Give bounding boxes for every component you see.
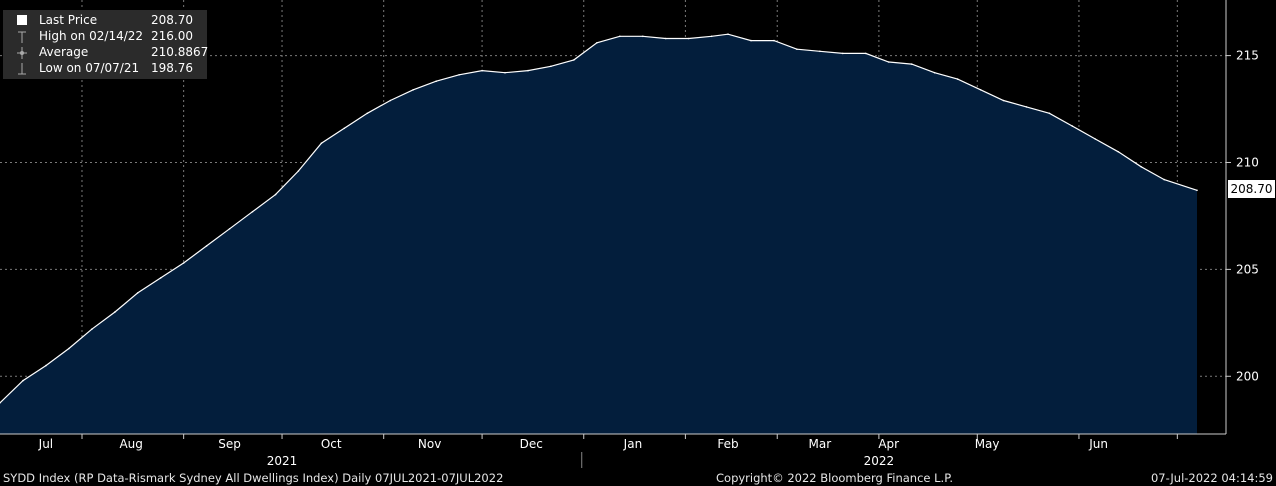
- data-point: [481, 69, 483, 72]
- data-point: [1071, 125, 1074, 127]
- axes: 200 205 210 215 Jul Aug Sep Oct Nov Dec Jan Feb Mar A…: [0, 0, 1259, 468]
- x-tick-label: Jan: [623, 437, 643, 451]
- data-point: [1048, 112, 1051, 115]
- x-tick-label: Jul: [38, 437, 53, 451]
- data-point: [1025, 106, 1028, 108]
- data-point: [412, 89, 415, 91]
- data-point: [228, 228, 231, 230]
- legend-value: 198.76: [151, 61, 193, 75]
- year-label: 2022: [864, 454, 895, 468]
- data-point: [68, 347, 70, 350]
- legend-item-last-price: Last Price 208.70: [11, 12, 203, 28]
- data-point: [0, 402, 1, 404]
- data-point: [1196, 189, 1198, 192]
- data-point: [458, 74, 460, 76]
- data-point: [642, 35, 644, 38]
- data-point: [933, 71, 936, 74]
- data-point: [819, 50, 821, 53]
- x-tick-label: Oct: [321, 437, 342, 451]
- y-tick-label: 200: [1236, 369, 1259, 383]
- data-point: [710, 35, 713, 38]
- data-point: [727, 33, 729, 35]
- legend-value: 208.70: [151, 13, 193, 27]
- price-area: [0, 34, 1197, 434]
- data-point: [91, 328, 93, 331]
- average-marker-icon: [17, 47, 27, 59]
- data-point: [366, 112, 369, 115]
- x-tick-label: Mar: [809, 437, 832, 451]
- legend-item-low: Low on 07/07/21 198.76: [11, 60, 203, 76]
- x-tick-label: Dec: [520, 437, 543, 451]
- legend-label: High on 02/14/22: [39, 29, 144, 43]
- x-tick-label: May: [975, 437, 1000, 451]
- x-tick-label: Aug: [119, 437, 142, 451]
- data-point: [205, 245, 208, 247]
- data-point: [343, 127, 346, 130]
- data-point: [550, 65, 552, 68]
- legend-item-high: High on 02/14/22 216.00: [11, 28, 203, 44]
- data-point: [619, 35, 621, 38]
- footer-copyright: Copyright© 2022 Bloomberg Finance L.P.: [716, 471, 953, 485]
- data-point: [1117, 151, 1120, 153]
- legend-value: 216.00: [151, 29, 193, 43]
- data-point: [45, 364, 47, 367]
- data-point: [687, 37, 690, 40]
- data-point: [842, 52, 844, 55]
- data-point: [865, 52, 867, 55]
- data-point: [664, 37, 667, 40]
- year-label: 2021: [267, 454, 298, 468]
- legend-value: 210.8867: [151, 45, 209, 59]
- data-point: [1002, 99, 1005, 102]
- footer-timestamp: 07-Jul-2022 04:14:59: [1150, 471, 1273, 485]
- legend-label: Low on 07/07/21: [39, 61, 140, 75]
- data-point: [182, 262, 185, 264]
- high-marker-icon: [17, 31, 27, 43]
- x-tick-label: Jun: [1088, 437, 1108, 451]
- data-point: [22, 379, 24, 382]
- data-point: [114, 311, 116, 313]
- data-point: [159, 277, 162, 279]
- data-point: [887, 61, 890, 63]
- data-point: [527, 69, 529, 72]
- data-point: [251, 210, 254, 213]
- last-price-badge: 208.70: [1228, 180, 1275, 198]
- low-marker-icon: [17, 63, 27, 75]
- data-point: [596, 42, 598, 44]
- legend-label: Last Price: [39, 13, 98, 27]
- x-tick-label: Sep: [218, 437, 241, 451]
- legend-label: Average: [39, 45, 89, 59]
- legend-item-average: Average 210.8867: [11, 44, 208, 60]
- square-swatch-icon: [17, 15, 27, 25]
- data-point: [979, 89, 982, 91]
- footer-index-description: SYDD Index (RP Data-Rismark Sydney All D…: [3, 471, 504, 485]
- data-point: [750, 39, 752, 42]
- data-point: [1163, 178, 1165, 181]
- data-point: [796, 48, 798, 50]
- data-point: [136, 292, 139, 294]
- data-point: [297, 170, 300, 172]
- data-point: [773, 39, 775, 42]
- x-tick-label: Feb: [717, 437, 738, 451]
- data-point: [1094, 138, 1097, 140]
- data-point: [910, 63, 913, 65]
- legend: Last Price 208.70 High on 02/14/22 216.0…: [3, 10, 208, 79]
- y-tick-label: 205: [1236, 262, 1259, 276]
- data-point: [389, 99, 392, 102]
- y-tick-label: 215: [1236, 49, 1259, 63]
- data-point: [320, 142, 323, 144]
- data-point: [956, 78, 959, 80]
- data-point: [1140, 166, 1142, 168]
- data-point: [573, 59, 575, 61]
- data-point: [435, 80, 438, 82]
- data-point: [504, 71, 506, 74]
- y-tick-label: 210: [1236, 155, 1259, 169]
- x-tick-label: Nov: [418, 437, 441, 451]
- x-tick-label: Apr: [878, 437, 899, 451]
- data-point: [274, 193, 277, 196]
